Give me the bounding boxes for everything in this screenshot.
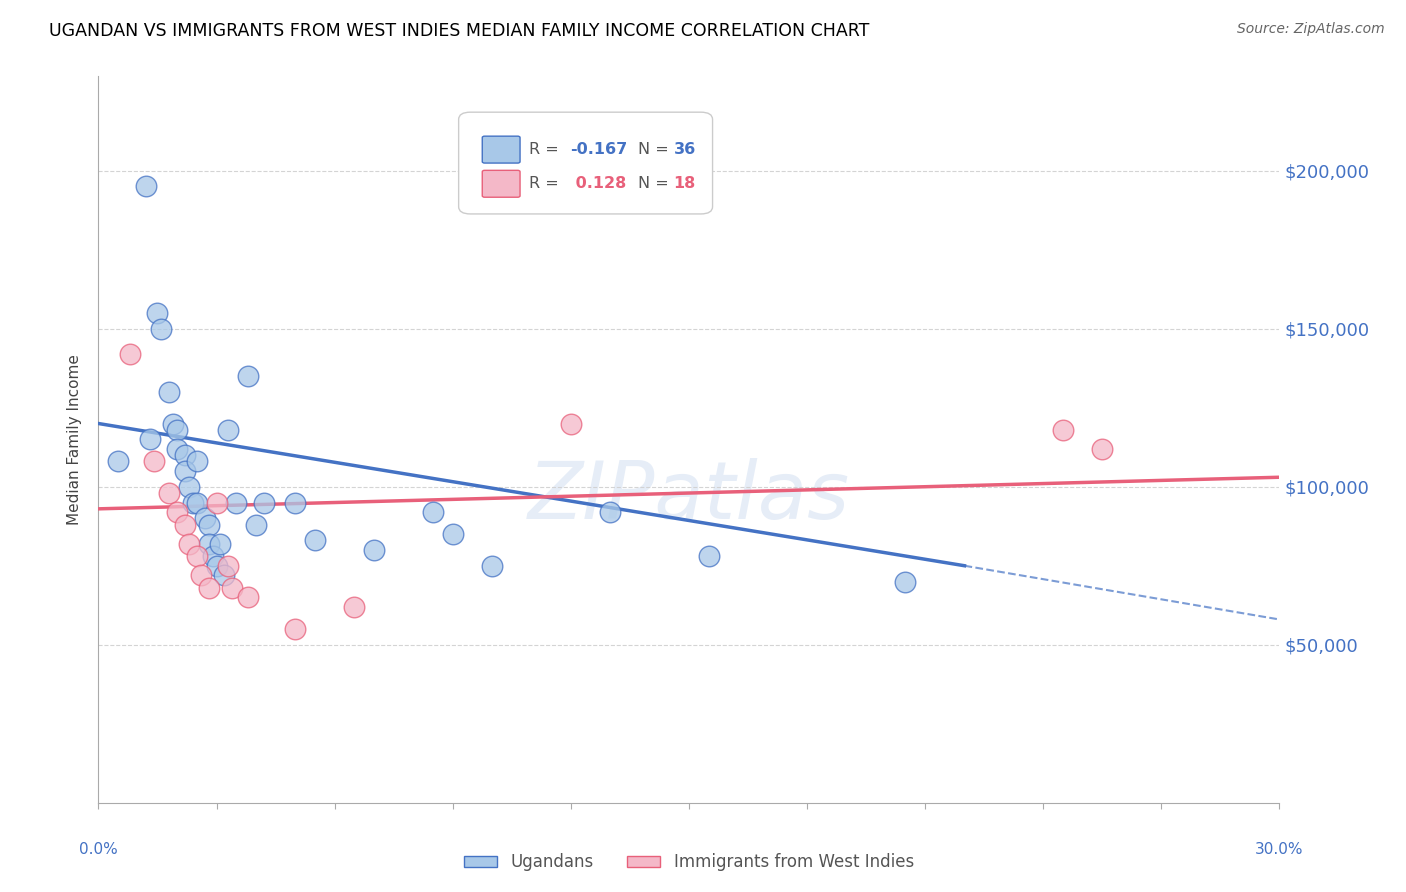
Point: [197, 517, 219, 532]
FancyBboxPatch shape: [482, 136, 520, 163]
Text: N =: N =: [638, 142, 673, 157]
Text: 30.0%: 30.0%: [1256, 842, 1303, 856]
Point: [118, 347, 141, 361]
Point: [201, 549, 224, 564]
Point: [107, 454, 129, 468]
Point: [174, 517, 197, 532]
Point: [190, 568, 212, 582]
Point: [236, 369, 259, 384]
Point: [174, 448, 197, 462]
Point: [894, 574, 917, 589]
Point: [236, 591, 259, 605]
Y-axis label: Median Family Income: Median Family Income: [67, 354, 83, 524]
Point: [162, 417, 184, 431]
Text: R =: R =: [530, 142, 564, 157]
Point: [197, 536, 219, 550]
Point: [150, 321, 173, 335]
Point: [197, 581, 219, 595]
Point: [157, 384, 180, 399]
Text: 0.128: 0.128: [569, 176, 626, 191]
Point: [343, 599, 366, 614]
Point: [221, 581, 243, 595]
Point: [209, 536, 232, 550]
Point: [177, 536, 200, 550]
Point: [166, 505, 188, 519]
Point: [181, 495, 204, 509]
Point: [166, 442, 188, 456]
Text: 0.0%: 0.0%: [79, 842, 118, 856]
Point: [441, 527, 464, 541]
Point: [138, 433, 160, 447]
Point: [214, 568, 236, 582]
Point: [174, 464, 197, 478]
Point: [1091, 442, 1114, 456]
Point: [135, 179, 157, 194]
Point: [363, 543, 385, 558]
Point: [217, 423, 239, 437]
Text: 36: 36: [673, 142, 696, 157]
Point: [205, 558, 228, 573]
FancyBboxPatch shape: [482, 170, 520, 197]
Point: [284, 495, 307, 509]
Point: [225, 495, 247, 509]
Point: [217, 558, 239, 573]
Point: [599, 505, 621, 519]
Point: [253, 495, 276, 509]
FancyBboxPatch shape: [458, 112, 713, 214]
Point: [697, 549, 720, 564]
Point: [245, 517, 267, 532]
Point: [304, 533, 326, 548]
Text: ZIPatlas: ZIPatlas: [527, 458, 851, 536]
Point: [560, 417, 582, 431]
Text: N =: N =: [638, 176, 673, 191]
Point: [142, 454, 165, 468]
Legend: Ugandans, Immigrants from West Indies: Ugandans, Immigrants from West Indies: [457, 847, 921, 878]
Point: [157, 486, 180, 500]
Point: [205, 495, 228, 509]
Text: -0.167: -0.167: [569, 142, 627, 157]
Point: [177, 480, 200, 494]
Text: UGANDAN VS IMMIGRANTS FROM WEST INDIES MEDIAN FAMILY INCOME CORRELATION CHART: UGANDAN VS IMMIGRANTS FROM WEST INDIES M…: [49, 22, 869, 40]
Point: [481, 558, 503, 573]
Point: [284, 622, 307, 636]
Point: [422, 505, 444, 519]
Point: [166, 423, 188, 437]
Point: [194, 511, 217, 525]
Point: [1052, 423, 1074, 437]
Point: [186, 495, 208, 509]
Text: Source: ZipAtlas.com: Source: ZipAtlas.com: [1237, 22, 1385, 37]
Text: R =: R =: [530, 176, 564, 191]
Point: [186, 549, 208, 564]
Point: [146, 306, 169, 320]
Point: [186, 454, 208, 468]
Text: 18: 18: [673, 176, 696, 191]
